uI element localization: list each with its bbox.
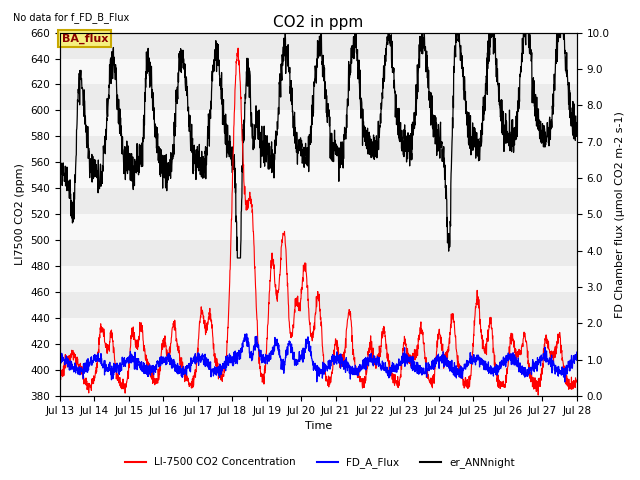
Bar (60, 240, 577, 266)
Bar (60, 84, 577, 110)
Text: BA_flux: BA_flux (61, 34, 108, 44)
Bar (60, 136, 577, 162)
Y-axis label: LI7500 CO2 (ppm): LI7500 CO2 (ppm) (15, 163, 25, 265)
Bar (60, 292, 577, 318)
Bar (60, 266, 577, 292)
Bar (60, 188, 577, 215)
Bar (60, 215, 577, 240)
X-axis label: Time: Time (305, 421, 332, 432)
Y-axis label: FD Chamber flux (μmol CO2 m-2 s-1): FD Chamber flux (μmol CO2 m-2 s-1) (615, 111, 625, 318)
Bar (60, 344, 577, 370)
Bar (60, 59, 577, 84)
Title: CO2 in ppm: CO2 in ppm (273, 15, 364, 30)
Legend: LI-7500 CO2 Concentration, FD_A_Flux, er_ANNnight: LI-7500 CO2 Concentration, FD_A_Flux, er… (121, 453, 519, 472)
Bar (60, 110, 577, 136)
Bar (60, 162, 577, 188)
Bar (60, 33, 577, 59)
Text: No data for f_FD_B_Flux: No data for f_FD_B_Flux (13, 12, 129, 23)
Bar (60, 370, 577, 396)
Bar (60, 318, 577, 344)
